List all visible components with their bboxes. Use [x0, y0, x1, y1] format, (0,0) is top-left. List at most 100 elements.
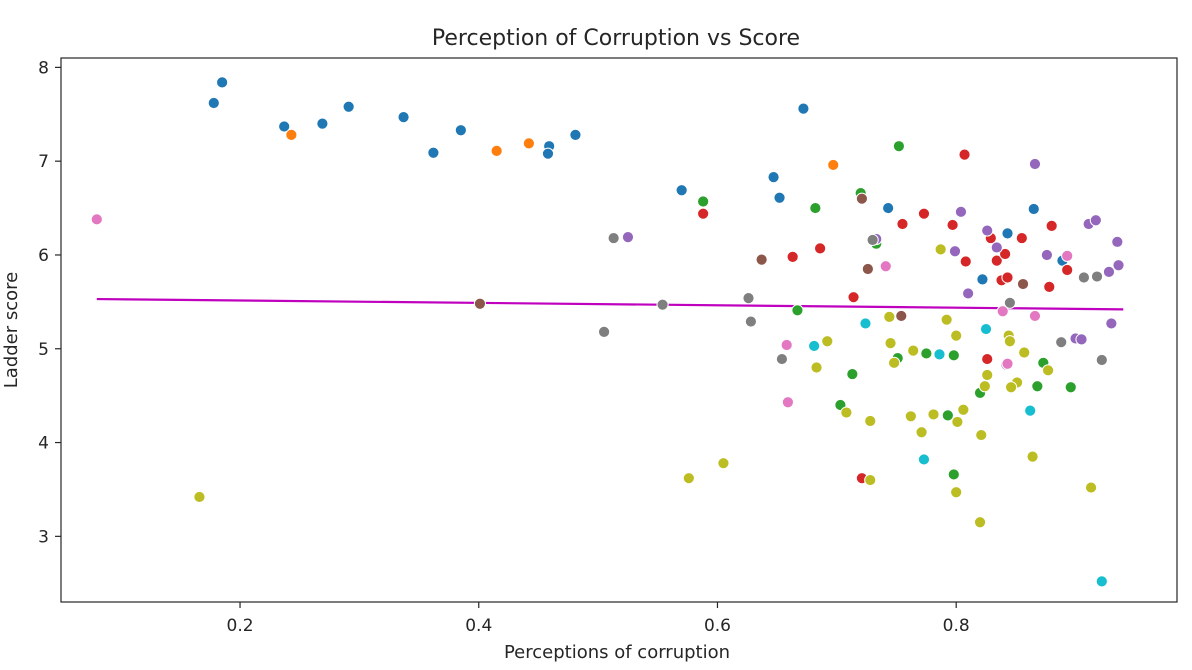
data-point: [888, 356, 901, 369]
data-point: [892, 140, 905, 153]
data-point: [996, 305, 1009, 318]
data-point: [522, 137, 535, 150]
data-point: [682, 472, 695, 485]
data-point: [979, 322, 993, 336]
data-point: [950, 486, 963, 499]
data-point: [342, 100, 355, 113]
data-point: [427, 146, 440, 159]
data-point: [999, 247, 1012, 261]
data-point: [962, 287, 975, 300]
data-point: [1018, 346, 1031, 359]
data-point: [809, 201, 822, 215]
data-point: [207, 96, 220, 110]
data-point: [861, 262, 874, 276]
data-point: [959, 255, 972, 268]
data-point: [950, 329, 963, 342]
data-point: [1105, 317, 1118, 330]
plot-frame: [60, 57, 1178, 603]
data-point: [193, 490, 206, 504]
data-point: [1061, 263, 1074, 277]
data-point: [773, 191, 786, 204]
data-point: [840, 406, 853, 419]
data-point: [958, 148, 971, 161]
data-point: [866, 233, 879, 247]
data-point: [775, 352, 789, 366]
data-point: [755, 253, 768, 266]
data-point: [927, 408, 940, 421]
data-point: [1003, 335, 1016, 348]
data-points: [90, 76, 1125, 588]
data-point: [316, 117, 329, 130]
x-tick-label: 0.8: [943, 616, 970, 636]
data-point: [1027, 202, 1040, 216]
data-point: [1001, 357, 1014, 370]
x-tick-label: 0.6: [704, 616, 731, 636]
data-point: [884, 337, 897, 350]
data-point: [780, 338, 793, 352]
data-point: [1084, 481, 1098, 494]
data-point: [934, 243, 947, 256]
data-point: [864, 473, 877, 487]
data-point: [990, 241, 1003, 254]
data-point: [1095, 575, 1108, 588]
data-point: [847, 291, 860, 304]
data-point: [569, 128, 582, 142]
data-point: [1102, 265, 1116, 278]
y-tick-label: 7: [38, 152, 49, 172]
data-point: [675, 184, 688, 197]
data-point: [1112, 259, 1125, 272]
data-point: [285, 128, 298, 142]
data-point: [1077, 271, 1091, 284]
data-point: [1031, 380, 1044, 393]
data-point: [946, 218, 959, 232]
data-point: [791, 304, 804, 317]
data-point: [981, 352, 994, 366]
data-point: [1064, 381, 1077, 394]
data-point: [882, 201, 895, 215]
data-point: [490, 144, 503, 157]
data-point: [473, 297, 487, 310]
data-point: [917, 453, 931, 466]
data-point: [1061, 249, 1074, 263]
data-point: [597, 325, 611, 338]
data-point: [879, 260, 892, 273]
data-point: [859, 317, 872, 330]
data-point: [855, 192, 868, 205]
data-point: [1111, 235, 1124, 248]
data-point: [1004, 381, 1018, 394]
data-point: [1055, 336, 1068, 349]
data-point: [846, 367, 859, 381]
data-point: [981, 224, 994, 237]
data-point: [1028, 157, 1042, 171]
trend-line: [96, 297, 1124, 311]
data-point: [397, 110, 410, 124]
data-point: [1016, 277, 1030, 291]
data-point: [1089, 214, 1102, 227]
data-point: [607, 231, 620, 245]
data-point: [920, 347, 933, 360]
data-point: [954, 205, 968, 218]
data-point: [1040, 248, 1053, 262]
data-point: [907, 344, 920, 357]
data-point: [948, 245, 962, 258]
data-point: [1095, 353, 1108, 367]
axis-ticks: 0.2 0.4 0.6 0.8 3 4 5 6 7 8: [38, 58, 970, 636]
data-point: [697, 207, 710, 220]
data-point: [973, 516, 987, 529]
data-point: [1041, 364, 1055, 377]
data-point: [744, 315, 757, 328]
data-point: [827, 158, 840, 172]
y-tick-label: 3: [38, 527, 49, 547]
data-point: [940, 313, 953, 326]
data-point: [933, 348, 946, 361]
data-point: [1026, 450, 1039, 463]
data-point: [951, 415, 964, 429]
data-point: [821, 335, 834, 348]
y-axis-title: Ladder score: [1, 272, 22, 388]
data-point: [904, 410, 917, 423]
data-point: [917, 207, 931, 220]
x-tick-label: 0.2: [227, 616, 254, 636]
data-point: [915, 426, 928, 439]
